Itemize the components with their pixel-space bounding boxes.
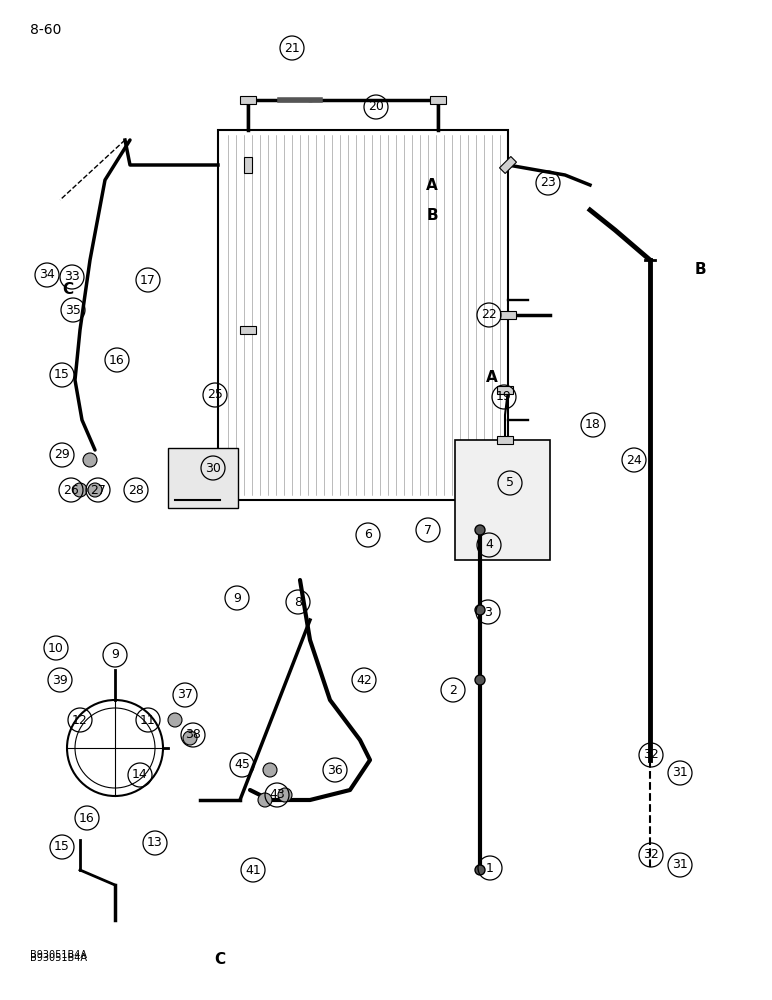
- Text: 14: 14: [132, 768, 148, 782]
- Text: B: B: [694, 262, 706, 277]
- Text: C: C: [63, 282, 73, 298]
- Circle shape: [168, 713, 182, 727]
- Text: 31: 31: [672, 858, 688, 871]
- Text: 45: 45: [234, 758, 250, 772]
- Text: A: A: [486, 370, 498, 385]
- Circle shape: [475, 675, 485, 685]
- Bar: [500, 311, 516, 319]
- Text: 26: 26: [63, 484, 79, 496]
- Text: 41: 41: [245, 863, 261, 876]
- Text: 11: 11: [141, 714, 156, 726]
- Text: 4: 4: [485, 538, 493, 552]
- Circle shape: [278, 788, 292, 802]
- Text: 21: 21: [284, 41, 300, 54]
- Circle shape: [88, 483, 102, 497]
- Text: 23: 23: [540, 176, 556, 190]
- Bar: [497, 436, 513, 444]
- Bar: [240, 96, 256, 104]
- Bar: [240, 326, 256, 334]
- Text: B93051B4A: B93051B4A: [30, 953, 87, 963]
- Bar: [430, 96, 446, 104]
- Text: 17: 17: [140, 273, 156, 286]
- Circle shape: [73, 483, 87, 497]
- Text: 22: 22: [481, 308, 497, 322]
- Text: A: A: [426, 178, 438, 192]
- Circle shape: [83, 453, 97, 467]
- Text: 9: 9: [111, 648, 119, 662]
- Text: 3: 3: [484, 605, 492, 618]
- Bar: [455, 440, 550, 560]
- Text: 31: 31: [672, 766, 688, 780]
- Text: 12: 12: [72, 714, 88, 726]
- Text: 8-60: 8-60: [30, 23, 62, 37]
- Text: 35: 35: [65, 304, 81, 316]
- Text: 32: 32: [643, 748, 659, 762]
- Text: 18: 18: [585, 418, 601, 432]
- Text: 24: 24: [626, 454, 642, 466]
- Text: 36: 36: [327, 764, 343, 776]
- Text: 2: 2: [449, 684, 457, 696]
- Circle shape: [475, 605, 485, 615]
- Bar: [497, 386, 513, 394]
- Text: 13: 13: [147, 836, 163, 850]
- Bar: [499, 157, 516, 173]
- Circle shape: [475, 525, 485, 535]
- Text: 7: 7: [424, 524, 432, 536]
- Text: 1: 1: [486, 861, 494, 874]
- Circle shape: [183, 731, 197, 745]
- Text: 30: 30: [205, 462, 221, 475]
- Text: 28: 28: [128, 484, 144, 496]
- Text: 38: 38: [185, 728, 201, 742]
- Text: 6: 6: [364, 528, 372, 542]
- Text: 20: 20: [368, 101, 384, 113]
- Text: 16: 16: [79, 812, 95, 824]
- Text: B93051B4A: B93051B4A: [30, 950, 87, 960]
- Text: 32: 32: [643, 848, 659, 861]
- Text: 39: 39: [52, 674, 68, 686]
- Text: 19: 19: [496, 390, 512, 403]
- Text: C: C: [215, 952, 225, 968]
- Text: 33: 33: [64, 270, 80, 284]
- Text: 37: 37: [177, 688, 193, 702]
- Text: 5: 5: [506, 477, 514, 489]
- Circle shape: [258, 793, 272, 807]
- Text: 10: 10: [48, 642, 64, 654]
- Circle shape: [263, 763, 277, 777]
- Text: 25: 25: [207, 388, 223, 401]
- Text: 8: 8: [294, 595, 302, 608]
- Text: 27: 27: [90, 484, 106, 496]
- Text: 9: 9: [233, 591, 241, 604]
- Text: 29: 29: [54, 448, 70, 462]
- Text: 34: 34: [39, 268, 55, 282]
- Text: 16: 16: [109, 354, 125, 366]
- Bar: [244, 157, 252, 173]
- Text: 15: 15: [54, 840, 70, 854]
- Circle shape: [475, 865, 485, 875]
- Text: 43: 43: [269, 788, 285, 802]
- Text: 15: 15: [54, 368, 70, 381]
- Bar: [218, 130, 508, 500]
- Bar: [168, 448, 238, 508]
- Text: 42: 42: [356, 674, 372, 686]
- Text: B: B: [426, 208, 438, 223]
